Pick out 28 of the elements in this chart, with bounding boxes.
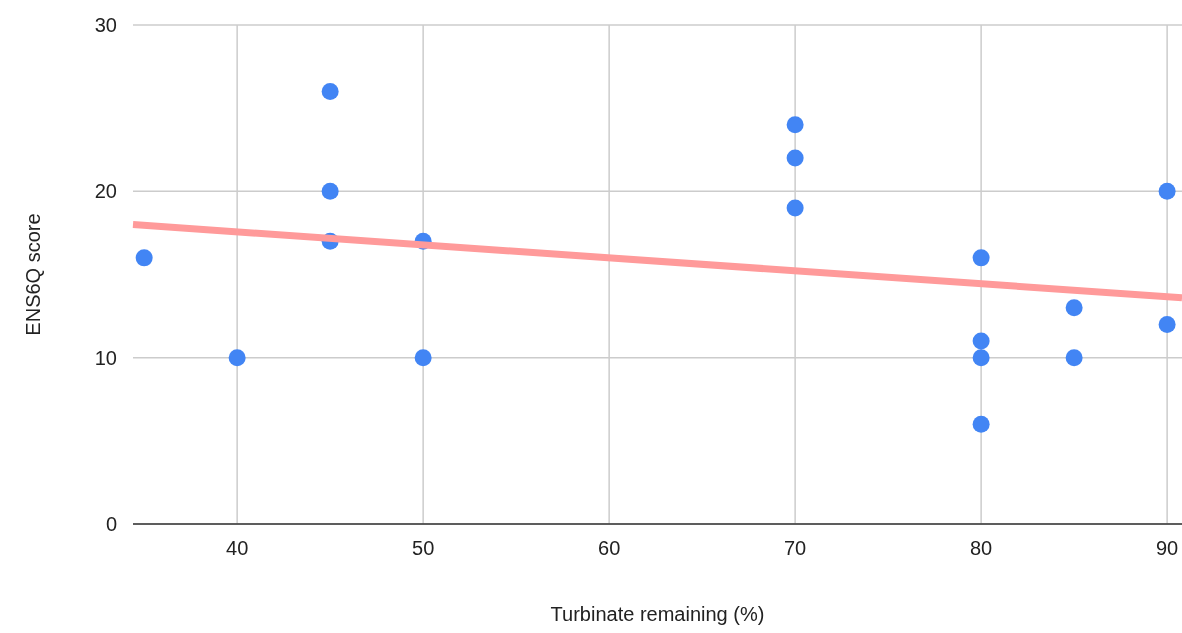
point [1158,315,1176,333]
point [228,349,246,367]
point [972,415,990,433]
point [414,349,432,367]
x-tick-label: 60 [598,537,621,559]
point [786,116,804,134]
point [972,249,990,267]
point [321,182,339,200]
y-tick-label: 30 [94,14,117,36]
x-tick-label: 40 [226,537,249,559]
point [135,249,153,267]
y-tick-label: 20 [94,180,117,203]
x-tick-label: 90 [1156,537,1179,559]
point [1065,349,1083,367]
point [972,349,990,367]
y-tick-label: 10 [94,346,117,369]
x-axis-title: Turbinate remaining (%) [550,603,765,625]
point [972,332,990,350]
x-tick-label: 50 [412,537,435,559]
point [786,199,804,217]
x-tick-label: 80 [970,537,993,559]
point [1158,182,1176,200]
point [1065,299,1083,317]
point [786,149,804,167]
x-tick-label: 70 [784,537,807,559]
y-axis-title: ENS6Q score [22,213,44,336]
point [321,83,339,101]
y-tick-label: 0 [105,513,117,535]
